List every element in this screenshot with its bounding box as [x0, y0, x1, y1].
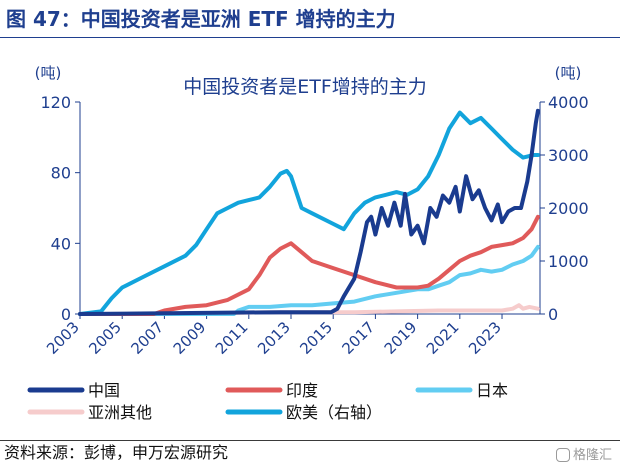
- right-tick-label: 4000: [548, 93, 589, 112]
- legend-label-europe-us: 欧美（右轴）: [286, 403, 382, 422]
- series-line-china: [78, 108, 540, 316]
- source-divider: [0, 440, 620, 441]
- watermark-text: 格隆汇: [572, 448, 612, 463]
- legend-label-other-asia: 亚洲其他: [88, 403, 152, 422]
- x-tick-label: 2003: [43, 318, 83, 358]
- watermark: 格隆汇: [555, 444, 612, 463]
- series-line-europe-us: [78, 110, 540, 316]
- right-tick-label: 3000: [548, 146, 589, 165]
- title-divider: [0, 37, 620, 38]
- watermark-logo-icon: [555, 448, 570, 462]
- legend-label-india: 印度: [286, 381, 318, 400]
- x-tick-label: 2021: [423, 318, 463, 358]
- x-tick-label: 2023: [465, 318, 505, 358]
- series-lines: [78, 108, 540, 316]
- x-tick-label: 2011: [212, 318, 252, 358]
- chart-title: 中国投资者是ETF增持的主力: [183, 76, 427, 98]
- x-tick-label: 2019: [381, 318, 421, 358]
- x-tick-label: 2017: [339, 318, 379, 358]
- left-tick-label: 120: [40, 93, 71, 112]
- left-axis-unit: (吨): [35, 64, 62, 82]
- x-tick-label: 2013: [254, 318, 294, 358]
- left-tick-label: 40: [51, 234, 71, 253]
- right-tick-label: 1000: [548, 252, 589, 271]
- legend-label-china: 中国: [88, 381, 120, 400]
- left-tick-label: 80: [51, 164, 71, 183]
- series-line-japan: [78, 244, 540, 316]
- right-tick-label: 2000: [548, 199, 589, 218]
- x-tick-label: 2007: [128, 318, 168, 358]
- x-tick-label: 2005: [85, 318, 125, 358]
- etf-holdings-chart: 中国投资者是ETF增持的主力 (吨) (吨) 0 40 80 120 0 1000 2000…: [27, 64, 589, 422]
- figure-title: 图 47：中国投资者是亚洲 ETF 增持的主力: [6, 7, 396, 31]
- axes: 0 40 80 120 0 1000 2000 3000 4000 2003 2005 2007 200…: [40, 93, 588, 358]
- source-note: 资料来源：彭博，申万宏源研究: [4, 443, 229, 462]
- x-tick-label: 2015: [296, 318, 336, 358]
- right-axis-unit: (吨): [555, 64, 582, 82]
- right-tick-label: 0: [548, 305, 558, 324]
- x-tick-label: 2009: [170, 318, 210, 358]
- series-line-india: [78, 214, 540, 316]
- left-tick-label: 0: [61, 305, 71, 324]
- legend-label-japan: 日本: [476, 381, 508, 400]
